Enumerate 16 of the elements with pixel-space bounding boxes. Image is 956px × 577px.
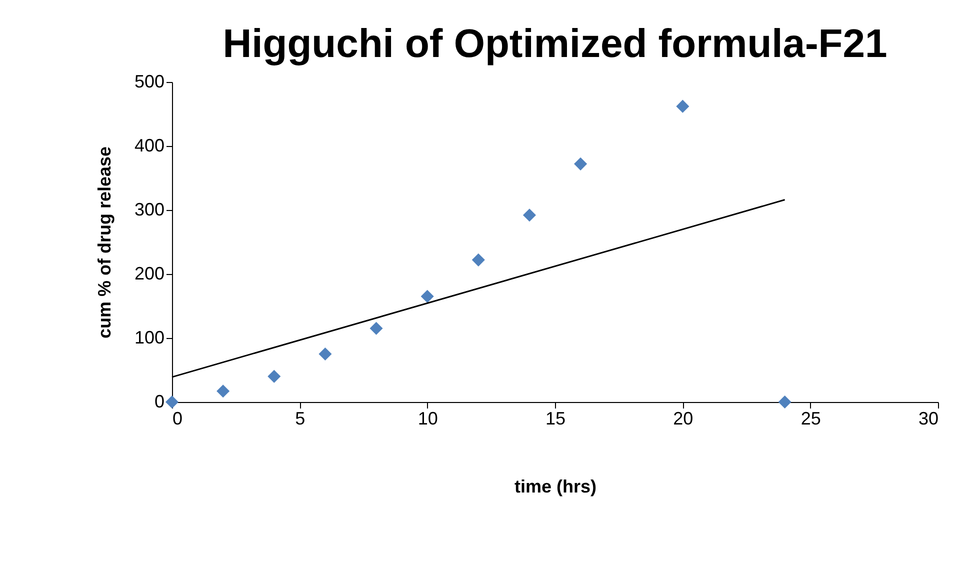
- chart-title: Higguchi of Optimized formula-F21: [222, 22, 888, 66]
- x-tick-label: 30: [918, 408, 938, 428]
- y-tick-label: 0: [154, 392, 164, 412]
- y-tick-label: 300: [134, 200, 164, 220]
- y-tick-label: 200: [134, 264, 164, 284]
- x-tick-label: 20: [673, 408, 694, 428]
- x-tick-label: 10: [418, 408, 438, 428]
- x-tick-label: 25: [800, 408, 821, 428]
- y-axis-title: cum % of drug release: [94, 146, 114, 339]
- x-tick-label: 15: [545, 408, 566, 428]
- x-axis-title: time (hrs): [514, 476, 597, 496]
- y-tick-label: 500: [134, 72, 164, 92]
- y-tick-label: 100: [134, 328, 164, 348]
- y-tick-label: 400: [134, 136, 164, 156]
- x-tick-label: 0: [172, 408, 183, 428]
- x-tick-label: 5: [295, 408, 306, 428]
